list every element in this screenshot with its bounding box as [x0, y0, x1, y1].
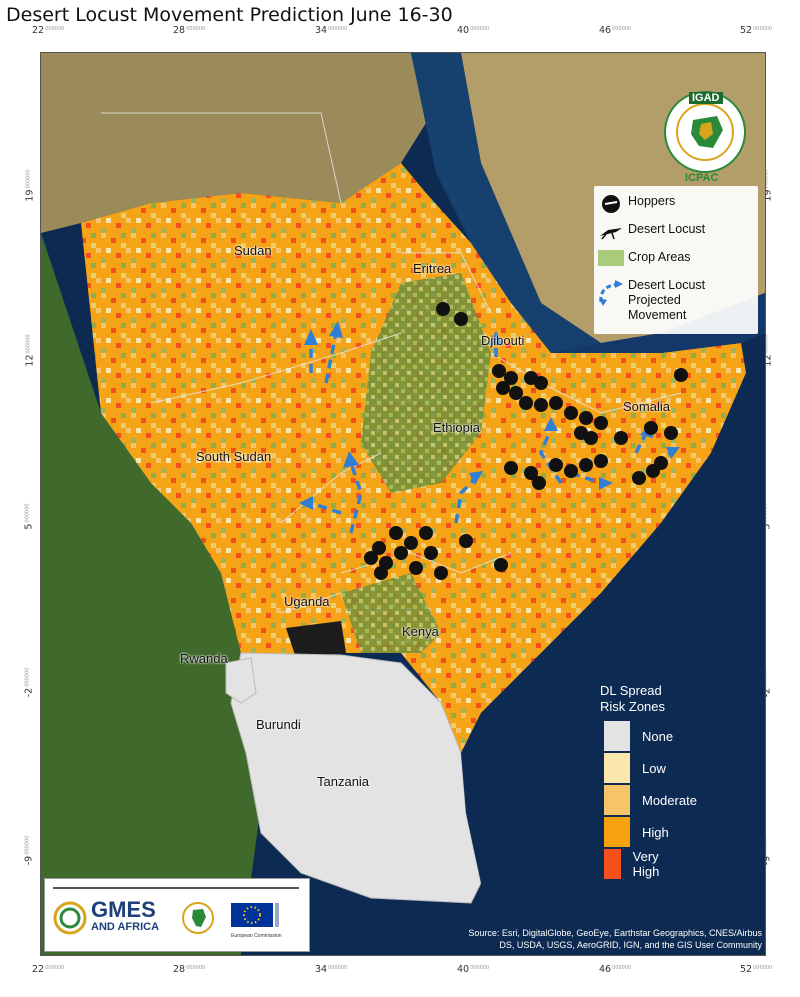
- gmes-title: GMES: [91, 897, 156, 922]
- gmes-logo-icon: [53, 901, 87, 935]
- crop-area-swatch: [598, 250, 624, 266]
- x-tick-bottom: 22000000: [32, 964, 65, 975]
- x-tick-top: 22000000: [32, 25, 65, 36]
- y-tick-left: 19000000: [24, 169, 36, 202]
- icpac-text: ICPAC: [685, 172, 719, 184]
- label-ethiopia: Ethiopia: [433, 420, 480, 435]
- ethiopian-highlands: [361, 273, 491, 493]
- label-djibouti: Djibouti: [481, 333, 525, 348]
- label-kenya: Kenya: [402, 624, 439, 639]
- x-tick-top: 40000000: [457, 25, 490, 36]
- x-tick-bottom: 34000000: [315, 964, 348, 975]
- legend-label-hoppers: Hoppers: [628, 194, 676, 208]
- x-tick-top: 28000000: [173, 25, 206, 36]
- gulf-of-aden: [551, 293, 765, 353]
- legend-label-movement: Desert Locust Projected Movement: [628, 278, 706, 322]
- x-tick-bottom: 40000000: [457, 964, 490, 975]
- y-tick-left: -9000000: [23, 835, 35, 866]
- red-sea: [411, 53, 601, 353]
- eu-flag-icon: [231, 903, 279, 927]
- risk-zone-high: High: [604, 817, 669, 847]
- eu-caption: European Commission: [231, 933, 282, 939]
- gmes-subtitle: AND AFRICA: [91, 921, 160, 933]
- risk-zone-very-high: Very High: [604, 849, 669, 879]
- lake-victoria: [286, 621, 346, 658]
- african-union-emblem-icon: [182, 902, 214, 934]
- label-eritrea: Eritrea: [413, 261, 452, 276]
- legend-item-crop-areas: Crop Areas: [594, 250, 691, 266]
- y-tick-left: 12000000: [24, 334, 36, 367]
- risk-zone-low: Low: [604, 753, 666, 783]
- arrow-heads: [299, 321, 680, 510]
- risk-zone-none: None: [604, 721, 673, 751]
- risk-zone-moderate: Moderate: [604, 785, 697, 815]
- label-sudan: Sudan: [234, 243, 272, 258]
- legend-label-desert-locust: Desert Locust: [628, 222, 706, 236]
- risk-swatch: [604, 817, 630, 847]
- risk-legend-title: DL Spread Risk Zones: [600, 683, 666, 714]
- symbol-legend: Hoppers Desert Locust Crop Areas Desert …: [594, 186, 758, 334]
- indian-ocean: [461, 363, 765, 955]
- partner-logos: GMES AND AFRICA European Commission: [44, 878, 310, 952]
- label-south-sudan: South Sudan: [196, 449, 272, 464]
- tanzania: [230, 652, 482, 904]
- dashed-arrow-icon: [599, 280, 623, 306]
- x-tick-bottom: 28000000: [173, 964, 206, 975]
- label-tanzania: Tanzania: [317, 774, 370, 789]
- legend-item-movement: Desert Locust Projected Movement: [594, 278, 705, 323]
- x-tick-top: 52000000: [740, 25, 773, 36]
- logo-divider: [53, 887, 299, 889]
- legend-item-hoppers: Hoppers: [594, 194, 675, 214]
- igad-logo: IGAD ICPAC: [655, 90, 755, 186]
- x-tick-top: 46000000: [599, 25, 632, 36]
- igad-name: IGAD: [689, 92, 723, 104]
- rwanda-burundi: [225, 657, 257, 704]
- congo-basin: [41, 233, 281, 955]
- y-tick-left: -2000000: [23, 667, 35, 698]
- map-title: Desert Locust Movement Prediction June 1…: [6, 4, 453, 26]
- kenya-highlands: [341, 573, 441, 653]
- label-burundi: Burundi: [256, 717, 301, 732]
- hopper-symbol-icon: [602, 195, 620, 213]
- x-tick-bottom: 46000000: [599, 964, 632, 975]
- x-tick-bottom: 52000000: [740, 964, 773, 975]
- risk-swatch: [604, 849, 621, 879]
- label-somalia: Somalia: [623, 399, 670, 414]
- legend-item-desert-locust: Desert Locust: [594, 222, 705, 240]
- borders: [101, 112, 682, 614]
- risk-zone-legend: DL Spread Risk Zones None Low Moderate H…: [600, 683, 697, 879]
- label-uganda: Uganda: [284, 594, 330, 609]
- label-rwanda: Rwanda: [180, 651, 228, 666]
- hopper-symbols: [364, 302, 688, 580]
- risk-swatch: [604, 785, 630, 815]
- basemap: [41, 53, 765, 955]
- y-tick-left: 5000000: [23, 503, 35, 530]
- risk-swatch: [604, 753, 630, 783]
- desert-land: [41, 53, 426, 233]
- map-attribution: Source: Esri, DigitalGlobe, GeoEye, Eart…: [468, 928, 762, 950]
- risk-swatch: [604, 721, 630, 751]
- legend-label-crop-areas: Crop Areas: [628, 250, 691, 264]
- locust-icon: [600, 228, 622, 240]
- x-tick-top: 34000000: [315, 25, 348, 36]
